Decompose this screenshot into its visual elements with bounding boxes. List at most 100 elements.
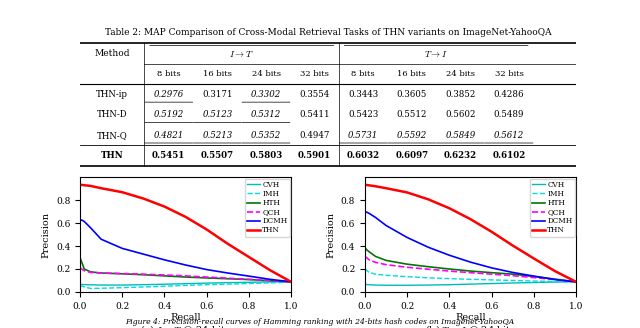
Text: Table 2: MAP Comparison of Cross-Modal Retrieval Tasks of THN variants on ImageN: Table 2: MAP Comparison of Cross-Modal R… bbox=[105, 28, 551, 37]
HTH bbox=[287, 280, 295, 284]
Text: 0.5612: 0.5612 bbox=[494, 131, 524, 140]
DCMH bbox=[182, 263, 189, 267]
Text: THN-Q: THN-Q bbox=[97, 131, 127, 140]
IMH bbox=[364, 269, 371, 273]
DCMH bbox=[372, 215, 380, 219]
Line: HTH: HTH bbox=[365, 248, 576, 282]
HTH bbox=[488, 271, 495, 275]
THN bbox=[203, 228, 211, 232]
HTH bbox=[203, 276, 211, 280]
Text: 0.5507: 0.5507 bbox=[201, 151, 234, 160]
CVH bbox=[372, 283, 380, 287]
HTH bbox=[86, 270, 94, 274]
CVH bbox=[424, 283, 432, 287]
Text: 0.5451: 0.5451 bbox=[152, 151, 186, 160]
DCMH bbox=[551, 277, 559, 281]
Text: 16 bits: 16 bits bbox=[203, 70, 232, 78]
Line: QCH: QCH bbox=[365, 256, 576, 282]
Text: 0.6032: 0.6032 bbox=[347, 151, 380, 160]
IMH bbox=[445, 277, 453, 280]
DCMH bbox=[445, 253, 453, 257]
Text: 0.5352: 0.5352 bbox=[251, 131, 281, 140]
DCMH bbox=[118, 246, 126, 250]
Text: 32 bits: 32 bits bbox=[495, 70, 524, 78]
Text: (b) $T \rightarrow I$ @ 24 bits: (b) $T \rightarrow I$ @ 24 bits bbox=[425, 324, 516, 328]
Line: QCH: QCH bbox=[80, 268, 291, 282]
HTH bbox=[509, 272, 516, 276]
QCH bbox=[287, 280, 295, 284]
Text: (a) $I \rightarrow T$ @ 24 bits: (a) $I \rightarrow T$ @ 24 bits bbox=[140, 324, 231, 328]
CVH bbox=[161, 282, 168, 286]
CVH bbox=[203, 281, 211, 285]
Text: 0.5731: 0.5731 bbox=[348, 131, 378, 140]
CVH bbox=[382, 283, 390, 287]
Text: 0.3852: 0.3852 bbox=[445, 90, 476, 99]
QCH bbox=[203, 275, 211, 279]
THN bbox=[488, 230, 495, 234]
IMH bbox=[382, 273, 390, 277]
CVH bbox=[509, 281, 516, 285]
CVH bbox=[97, 283, 105, 287]
DCMH bbox=[364, 210, 371, 214]
IMH bbox=[424, 276, 432, 280]
THN bbox=[572, 280, 580, 284]
HTH bbox=[224, 277, 232, 281]
THN bbox=[245, 255, 253, 259]
CVH bbox=[551, 280, 559, 284]
IMH bbox=[182, 283, 189, 287]
THN bbox=[224, 242, 232, 246]
HTH bbox=[266, 279, 274, 283]
CVH bbox=[182, 282, 189, 286]
X-axis label: Recall: Recall bbox=[455, 314, 486, 322]
THN bbox=[372, 184, 380, 188]
Text: 0.5901: 0.5901 bbox=[298, 151, 332, 160]
Text: 0.5192: 0.5192 bbox=[154, 110, 184, 119]
IMH bbox=[118, 286, 126, 290]
IMH bbox=[403, 275, 411, 279]
THN bbox=[467, 217, 474, 221]
CVH bbox=[118, 283, 126, 287]
DCMH bbox=[403, 236, 411, 239]
IMH bbox=[266, 281, 274, 285]
Text: THN-ip: THN-ip bbox=[96, 90, 128, 99]
HTH bbox=[361, 246, 369, 250]
IMH bbox=[76, 284, 84, 288]
THN bbox=[182, 215, 189, 219]
CVH bbox=[530, 280, 538, 284]
IMH bbox=[551, 279, 559, 283]
QCH bbox=[403, 265, 411, 269]
IMH bbox=[467, 277, 474, 281]
THN bbox=[86, 184, 94, 188]
QCH bbox=[509, 274, 516, 277]
IMH bbox=[361, 267, 369, 271]
HTH bbox=[424, 265, 432, 269]
DCMH bbox=[530, 274, 538, 278]
HTH bbox=[372, 255, 380, 258]
Line: CVH: CVH bbox=[365, 282, 576, 285]
CVH bbox=[488, 281, 495, 285]
IMH bbox=[530, 279, 538, 283]
THN bbox=[445, 206, 453, 210]
Text: 0.3443: 0.3443 bbox=[348, 90, 378, 99]
Text: 24 bits: 24 bits bbox=[446, 70, 475, 78]
IMH bbox=[140, 285, 147, 289]
QCH bbox=[382, 263, 390, 267]
HTH bbox=[245, 277, 253, 281]
Y-axis label: Precision: Precision bbox=[326, 212, 335, 257]
DCMH bbox=[361, 210, 369, 214]
CVH bbox=[467, 282, 474, 286]
THN bbox=[424, 197, 432, 201]
DCMH bbox=[245, 274, 253, 278]
Text: 8 bits: 8 bits bbox=[351, 70, 375, 78]
THN bbox=[76, 183, 84, 187]
HTH bbox=[467, 269, 474, 273]
CVH bbox=[361, 282, 369, 286]
HTH bbox=[365, 250, 373, 254]
QCH bbox=[118, 272, 126, 276]
Text: 0.5803: 0.5803 bbox=[250, 151, 283, 160]
HTH bbox=[97, 271, 105, 275]
Text: 0.3171: 0.3171 bbox=[202, 90, 233, 99]
Text: 0.5411: 0.5411 bbox=[300, 110, 330, 119]
IMH bbox=[365, 271, 373, 275]
DCMH bbox=[224, 271, 232, 275]
